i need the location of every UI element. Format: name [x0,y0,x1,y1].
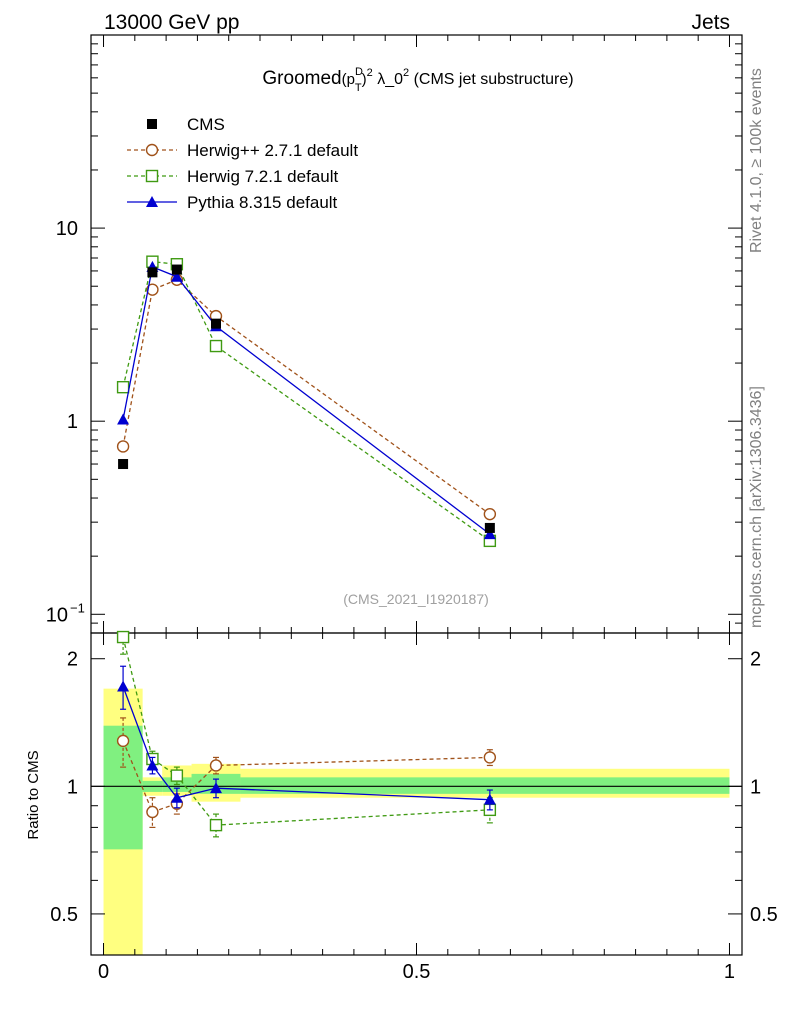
main-point-cms [118,459,129,470]
ratio-line-herwig-2-7-1-default [122,740,490,813]
main-point-herwig-2-7-1-default [116,440,130,453]
ratio-y-tick-label-right: 1 [750,776,761,798]
rivet-version-label: Rivet 4.1.0, ≥ 100k events [748,68,765,253]
legend-marker-herwig-2-7-1-default [145,143,159,157]
main-point-cms [484,522,495,533]
title-sup-d: D [355,66,363,78]
header-energy-label: 13000 GeV pp [104,11,239,34]
analysis-id-label: (CMS_2021_I1920187) [343,591,489,607]
main-series-layer [116,255,497,548]
x-tick-label: 0 [98,961,109,983]
legend-marker-herwig-7-2-1-default [145,169,159,183]
ratio-point-pythia-8-315-default [170,791,183,803]
ratio-point-herwig-2-7-1-default [209,759,223,772]
legend-label-cms: CMS [187,115,225,134]
ratio-point-herwig-7-2-1-default [170,769,184,782]
main-point-pythia-8-315-default [483,528,496,540]
ratio-y-tick-label-left: 1 [67,776,78,798]
ratio-series-layer [116,630,497,838]
main-y-tick-label: 10 [46,604,68,626]
title-p: (p [342,71,355,88]
ratio-point-herwig-2-7-1-default [116,734,130,748]
legend: CMS Herwig++ 2.7.1 default Herwig 7.2.1 de… [127,115,358,212]
main-point-herwig-7-2-1-default [209,339,223,353]
ratio-y-tick-label-left: 2 [67,649,78,671]
band-inner-4 [240,777,730,794]
ratio-point-herwig-7-2-1-default [116,630,130,644]
title-sub-t: T [355,82,362,94]
ratio-y-tick-label-right: 2 [750,649,761,671]
main-point-herwig-2-7-1-default [146,283,159,296]
main-y-tick-label: 10 [56,218,78,240]
title-close: ) [362,71,367,88]
main-line-pythia-8-315-default [122,265,491,535]
main-point-pythia-8-315-default [117,413,130,425]
header-jets-label: Jets [691,11,730,34]
main-y-tick-label: 1 [67,411,78,433]
ratio-uncertainty-bands [103,688,730,955]
ratio-point-pythia-8-315-default [117,680,130,692]
ratio-point-pythia-8-315-default [209,782,222,794]
ratio-ylabel: Ratio to CMS [25,750,42,839]
main-point-herwig-7-2-1-default [116,380,130,394]
x-tick-label: 1 [724,961,735,983]
main-line-herwig-2-7-1-default [122,279,491,515]
legend-marker-pythia-8-315-default [146,196,158,207]
ratio-plot-frame [90,632,743,956]
main-point-cms [210,318,221,329]
ratio-y-tick-label-right: 0.5 [750,904,778,926]
title-lambda: λ_0 [373,71,403,88]
main-point-herwig-2-7-1-default [483,507,497,521]
mcplots-label: mcplots.cern.ch [arXiv:1306.3436] [748,386,765,628]
main-point-cms [147,267,158,278]
ratio-point-herwig-2-7-1-default [483,751,497,764]
ratio-y-tick-label-left: 0.5 [50,904,78,926]
title-suffix: (CMS jet substructure) [409,71,573,88]
ratio-point-herwig-7-2-1-default [209,818,223,832]
legend-label-pythia-8-315-default: Pythia 8.315 default [187,193,338,212]
legend-label-herwig-7-2-1-default: Herwig 7.2.1 default [187,167,338,186]
title-prefix: Groomed [262,68,341,89]
ratio-point-herwig-2-7-1-default [146,805,159,819]
x-tick-label: 0.5 [403,961,431,983]
main-point-pythia-8-315-default [170,270,183,282]
main-line-herwig-7-2-1-default [122,260,491,542]
legend-label-herwig-2-7-1-default: Herwig++ 2.7.1 default [187,141,358,160]
main-y-tick-label-exponent: −1 [70,600,85,615]
axis-ticks [91,34,742,956]
chart-title: Groomed(pD T)2 λ_02 (CMS jet substructure… [262,66,573,94]
main-point-cms [171,264,182,275]
title-sq: 2 [367,67,373,79]
ratio-point-pythia-8-315-default [146,759,159,771]
title-sq2: 2 [403,67,409,79]
legend-marker-cms [147,119,157,129]
ratio-point-pythia-8-315-default [483,793,496,805]
